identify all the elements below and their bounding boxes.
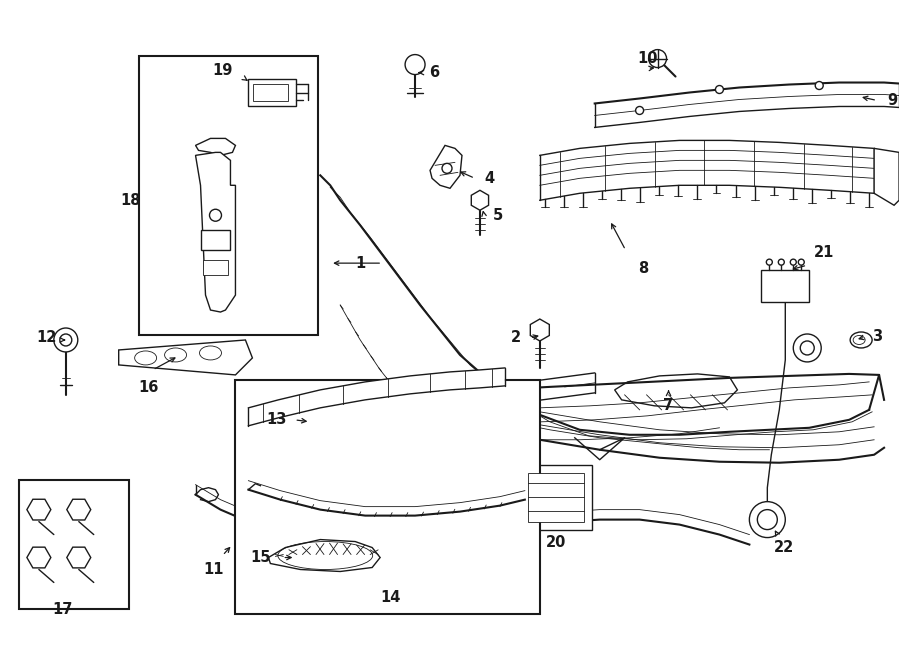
Circle shape xyxy=(649,50,667,67)
Text: 2: 2 xyxy=(511,330,521,346)
Polygon shape xyxy=(248,368,505,426)
Polygon shape xyxy=(268,539,380,572)
Circle shape xyxy=(793,334,821,362)
Text: 7: 7 xyxy=(663,399,673,413)
Polygon shape xyxy=(495,374,884,462)
Text: 10: 10 xyxy=(637,51,658,66)
Text: 1: 1 xyxy=(356,256,365,270)
Circle shape xyxy=(800,341,814,355)
Circle shape xyxy=(766,259,772,265)
Text: 22: 22 xyxy=(774,540,795,555)
Text: 6: 6 xyxy=(429,65,439,80)
Text: 3: 3 xyxy=(872,329,882,344)
Circle shape xyxy=(758,510,778,529)
Polygon shape xyxy=(195,153,236,312)
Ellipse shape xyxy=(135,351,157,365)
Polygon shape xyxy=(27,499,50,520)
Ellipse shape xyxy=(200,346,221,360)
Text: 14: 14 xyxy=(380,590,400,605)
Bar xyxy=(139,56,319,335)
Polygon shape xyxy=(119,340,252,375)
Bar xyxy=(761,270,809,302)
Text: 5: 5 xyxy=(493,208,503,223)
Bar xyxy=(254,83,288,102)
Text: 13: 13 xyxy=(266,412,286,427)
Bar xyxy=(520,465,591,529)
Circle shape xyxy=(778,259,784,265)
Polygon shape xyxy=(530,319,549,341)
Polygon shape xyxy=(27,547,50,568)
Text: 18: 18 xyxy=(121,193,141,208)
Circle shape xyxy=(798,259,805,265)
Bar xyxy=(248,79,296,106)
Polygon shape xyxy=(320,175,872,440)
Bar xyxy=(202,260,229,275)
Polygon shape xyxy=(67,547,91,568)
Text: 9: 9 xyxy=(887,93,897,108)
Circle shape xyxy=(750,502,786,537)
Bar xyxy=(201,230,230,250)
Text: 11: 11 xyxy=(203,562,224,577)
Bar xyxy=(19,480,129,609)
Ellipse shape xyxy=(165,348,186,362)
Circle shape xyxy=(59,334,72,346)
Circle shape xyxy=(790,259,796,265)
Polygon shape xyxy=(248,481,525,516)
Circle shape xyxy=(815,81,824,89)
Text: 12: 12 xyxy=(37,330,57,346)
Text: 8: 8 xyxy=(638,260,649,276)
Bar xyxy=(236,380,540,615)
Polygon shape xyxy=(874,148,899,206)
Text: 21: 21 xyxy=(814,245,834,260)
Ellipse shape xyxy=(850,332,872,348)
Polygon shape xyxy=(595,83,899,128)
Polygon shape xyxy=(195,138,236,155)
Text: 17: 17 xyxy=(52,602,73,617)
Text: 16: 16 xyxy=(139,380,158,395)
Circle shape xyxy=(442,163,452,173)
Circle shape xyxy=(635,106,644,114)
Ellipse shape xyxy=(853,336,865,344)
Text: 20: 20 xyxy=(545,535,566,550)
Polygon shape xyxy=(285,373,595,445)
Polygon shape xyxy=(615,374,737,408)
Polygon shape xyxy=(540,140,874,200)
Polygon shape xyxy=(472,190,489,210)
Text: 4: 4 xyxy=(485,171,495,186)
Circle shape xyxy=(405,55,425,75)
Text: 15: 15 xyxy=(250,550,271,565)
Polygon shape xyxy=(430,145,462,188)
Circle shape xyxy=(210,210,221,221)
Bar xyxy=(527,473,584,522)
Circle shape xyxy=(716,85,724,93)
Circle shape xyxy=(54,328,77,352)
Polygon shape xyxy=(67,499,91,520)
Text: 19: 19 xyxy=(212,63,233,78)
Polygon shape xyxy=(195,485,570,549)
